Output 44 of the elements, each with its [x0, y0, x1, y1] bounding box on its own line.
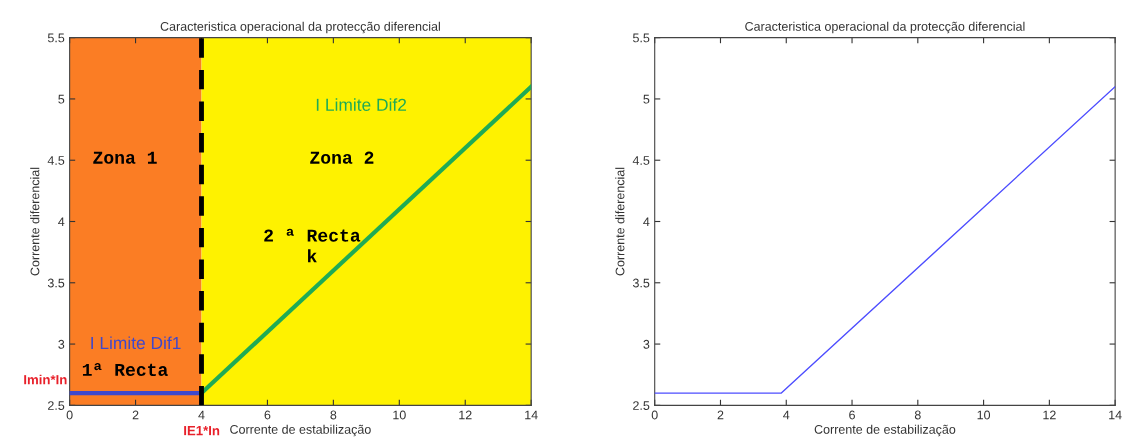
x-tick-label: 8 — [330, 410, 337, 420]
x-axis-title: Corrente de estabilização — [814, 424, 956, 437]
y-tick-label: 3 — [58, 339, 65, 349]
annotation: 1ª Recta — [82, 363, 168, 376]
x-tick-label: 8 — [914, 410, 921, 420]
y-tick-label: 5 — [58, 94, 65, 104]
y-tick-label: 4.5 — [632, 156, 650, 165]
y-tick-label: 5.5 — [47, 33, 65, 43]
x-tick-label: 0 — [651, 410, 658, 420]
x-tick-label: 4 — [198, 410, 205, 420]
y-tick-label: 2.5 — [48, 401, 65, 410]
chart-title: Caracteristica operacional da protecção diferencial — [160, 21, 440, 34]
x-tick-label: 10 — [393, 410, 406, 420]
x-tick-label: 4 — [783, 410, 790, 420]
text: I Limite Dif2 — [316, 98, 407, 111]
y-axis-title: Corrente diferencial — [615, 167, 625, 276]
y-tick-label: 4 — [58, 217, 65, 227]
annotation: Zona 2 — [310, 151, 374, 164]
x-tick-label: 0 — [66, 410, 73, 420]
x-tick-label: 2 — [132, 410, 139, 420]
x-tick-label: 12 — [1043, 410, 1056, 420]
x-tick-label: 12 — [459, 410, 472, 420]
y-tick-label: 4 — [643, 217, 650, 227]
chart-title: Caracteristica operacional da protecção diferencial — [745, 21, 1025, 34]
x-tick-label: 6 — [849, 410, 855, 420]
text: Imin*In — [24, 374, 67, 385]
y-axis-title: Corrente diferencial — [30, 167, 40, 276]
x-tick-label: 2 — [717, 410, 724, 420]
y-tick-label: 2.5 — [633, 401, 650, 410]
text: IE1*In — [184, 426, 220, 436]
y-tick-label: 3 — [643, 339, 650, 349]
y-tick-label: 3.5 — [47, 278, 65, 288]
x-tick-label: 10 — [977, 410, 991, 420]
x-tick-label: 14 — [1109, 410, 1122, 420]
x-tick-label: 6 — [264, 410, 271, 420]
text: I Limite Dif1 — [91, 336, 181, 350]
x-axis-title: Corrente de estabilização — [230, 424, 371, 437]
y-tick-label: 3.5 — [632, 278, 650, 288]
y-tick-label: 4.5 — [47, 156, 65, 165]
x-tick-label: 14 — [525, 410, 538, 420]
y-tick-label: 5 — [643, 94, 650, 104]
y-tick-label: 5.5 — [632, 33, 650, 43]
annotation: 2 ª Recta k — [264, 228, 361, 263]
annotation: Zona 1 — [93, 151, 157, 164]
